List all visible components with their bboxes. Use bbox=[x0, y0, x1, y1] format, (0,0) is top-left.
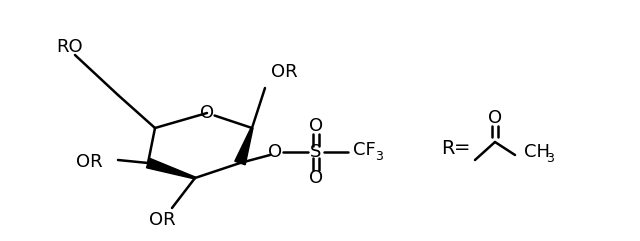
Text: CF: CF bbox=[353, 141, 376, 159]
Text: O: O bbox=[309, 169, 323, 187]
Text: 3: 3 bbox=[546, 152, 554, 165]
Text: O: O bbox=[200, 104, 214, 122]
Polygon shape bbox=[147, 158, 195, 179]
Text: O: O bbox=[488, 109, 502, 127]
Text: OR: OR bbox=[76, 153, 103, 171]
Text: RO: RO bbox=[57, 38, 83, 56]
Text: OR: OR bbox=[148, 211, 175, 229]
Text: OR: OR bbox=[271, 63, 298, 81]
Text: =: = bbox=[454, 139, 470, 158]
Text: O: O bbox=[268, 143, 282, 161]
Text: R: R bbox=[441, 139, 455, 158]
Text: S: S bbox=[310, 143, 322, 161]
Text: CH: CH bbox=[524, 143, 550, 161]
Text: O: O bbox=[309, 117, 323, 135]
Polygon shape bbox=[235, 128, 253, 165]
Text: 3: 3 bbox=[375, 150, 383, 163]
